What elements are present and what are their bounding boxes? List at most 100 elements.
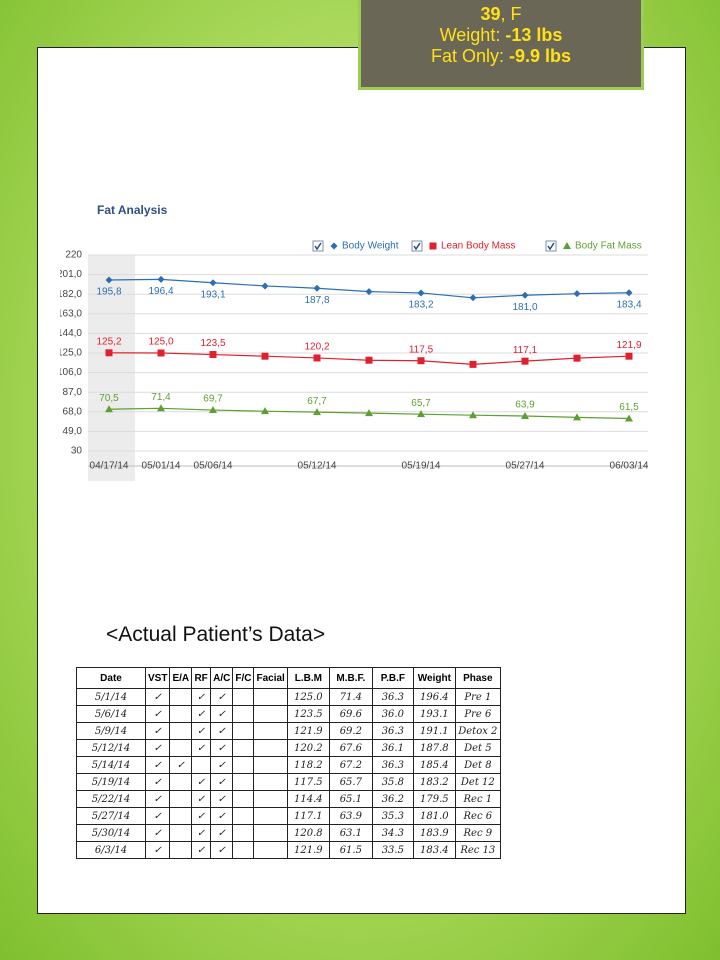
table-cell: 63.9 <box>328 807 373 825</box>
data-point <box>625 352 633 360</box>
table-row: 6/3/14 ✓ ✓ ✓ 121.9 61.5 33.5 183.4 Rec 13 <box>76 841 501 859</box>
x-tick-label: 05/19/14 <box>402 461 441 472</box>
table-cell: 5/12/14 <box>76 739 146 757</box>
data-point <box>209 406 217 414</box>
table-cell: ✓ <box>210 841 234 859</box>
column-header: E/A <box>169 667 193 689</box>
y-tick-label: 106,0 <box>60 367 82 378</box>
table-cell <box>232 756 255 774</box>
column-header: Phase <box>454 667 501 689</box>
table-cell: 5/9/14 <box>76 722 146 740</box>
table-cell <box>232 688 255 706</box>
table-cell: ✓ <box>191 773 212 791</box>
table-cell: ✓ <box>210 790 234 808</box>
table-cell <box>169 722 193 740</box>
data-point <box>105 276 113 284</box>
table-cell: 5/22/14 <box>76 790 146 808</box>
table-cell: 63.1 <box>328 824 373 842</box>
age: 39 <box>480 4 501 24</box>
table-cell <box>232 807 255 825</box>
table-row: 5/27/14 ✓ ✓ ✓ 117.1 63.9 35.3 181.0 Rec 6 <box>76 807 501 825</box>
table-cell <box>232 841 255 859</box>
table-cell <box>169 807 193 825</box>
table-cell <box>169 705 193 723</box>
data-point <box>365 356 373 364</box>
table-cell <box>232 824 255 842</box>
table-cell <box>232 773 255 791</box>
data-point <box>157 275 165 283</box>
data-label: 69,7 <box>203 394 223 405</box>
table-row: 5/14/14 ✓ ✓ ✓ 118.2 67.2 36.3 185.4 Det 8 <box>76 756 501 774</box>
table-body: 5/1/14 ✓ ✓ ✓ 125.0 71.4 36.3 196.4 Pre 1 5/6/14 ✓ ✓… <box>76 688 501 859</box>
legend-check <box>413 242 421 251</box>
fat-label: Fat Only: <box>430 46 504 66</box>
table-cell: ✓ <box>191 739 212 757</box>
data-label: 120,2 <box>304 342 329 353</box>
data-point <box>469 411 477 419</box>
table-cell <box>169 790 193 808</box>
legend-marker <box>429 242 437 250</box>
table-cell: ✓ <box>144 705 171 723</box>
table-cell: 36.1 <box>371 739 414 757</box>
table-cell: 185.4 <box>412 756 456 774</box>
table-cell: ✓ <box>144 790 171 808</box>
table-row: 5/30/14 ✓ ✓ ✓ 120.8 63.1 34.3 183.9 Rec 9 <box>76 824 501 842</box>
table-cell: 5/6/14 <box>76 705 146 723</box>
table-cell <box>253 705 288 723</box>
column-header: Weight <box>412 667 456 689</box>
data-point <box>521 291 529 299</box>
data-label: 125,2 <box>96 336 121 347</box>
data-point <box>625 414 633 422</box>
data-point <box>573 354 581 362</box>
y-tick-label: 144,0 <box>60 328 82 339</box>
x-tick-label: 05/12/14 <box>298 461 337 472</box>
table-cell: 34.3 <box>371 824 414 842</box>
x-tick-label: 05/06/14 <box>194 461 233 472</box>
table-row: 5/6/14 ✓ ✓ ✓ 123.5 69.6 36.0 193.1 Pre 6 <box>76 705 501 723</box>
table-cell <box>253 824 288 842</box>
data-point <box>625 289 633 297</box>
legend-checkbox <box>411 240 423 252</box>
table-cell <box>232 790 255 808</box>
table-cell: 36.3 <box>371 722 414 740</box>
data-point <box>521 357 529 365</box>
table-cell: 187.8 <box>412 739 456 757</box>
table-cell: ✓ <box>210 807 234 825</box>
table-cell: 61.5 <box>328 841 373 859</box>
table-cell: 117.1 <box>286 807 330 825</box>
data-point <box>469 294 477 302</box>
weight-label: Weight: <box>439 25 501 45</box>
table-cell <box>169 841 193 859</box>
table-cell: Det 12 <box>454 773 501 791</box>
column-header: P.B.F <box>371 667 414 689</box>
legend-label: Body Fat Mass <box>575 241 642 252</box>
data-label: 61,5 <box>619 402 639 413</box>
table-cell: 35.8 <box>371 773 414 791</box>
data-point <box>209 351 217 359</box>
patient-table: Date VST E/A RF A/C F/C Facial L.B.M M.B.F. P.B.F… <box>76 667 501 859</box>
summary-badge: 39, F Weight: -13 lbs Fat Only: -9.9 lbs <box>358 0 644 90</box>
table-cell: ✓ <box>144 824 171 842</box>
y-tick-label: 87,0 <box>63 387 83 398</box>
data-label: 117,5 <box>409 344 434 355</box>
data-label: 183,4 <box>616 299 641 310</box>
table-cell: ✓ <box>191 841 212 859</box>
table-cell: 121.9 <box>286 722 330 740</box>
table-cell: Det 5 <box>454 739 501 757</box>
data-label: 187,8 <box>304 295 329 306</box>
chart: Fat Analysis 30 49,0 68,0 87,0 106,0 125,0 144… <box>60 203 649 481</box>
y-tick-label: 30 <box>71 446 83 457</box>
data-label: 67,7 <box>307 396 327 407</box>
data-label: 71,4 <box>151 392 171 403</box>
data-label: 196,4 <box>148 286 173 297</box>
table-cell: 71.4 <box>328 688 373 706</box>
table-cell: ✓ <box>210 824 234 842</box>
table-cell: ✓ <box>191 688 212 706</box>
table-cell: ✓ <box>144 841 171 859</box>
table-cell: ✓ <box>169 756 193 774</box>
table-cell: Detox 2 <box>454 722 501 740</box>
column-header: M.B.F. <box>328 667 373 689</box>
table-cell: ✓ <box>191 705 212 723</box>
table-cell <box>253 790 288 808</box>
data-point <box>157 349 165 357</box>
